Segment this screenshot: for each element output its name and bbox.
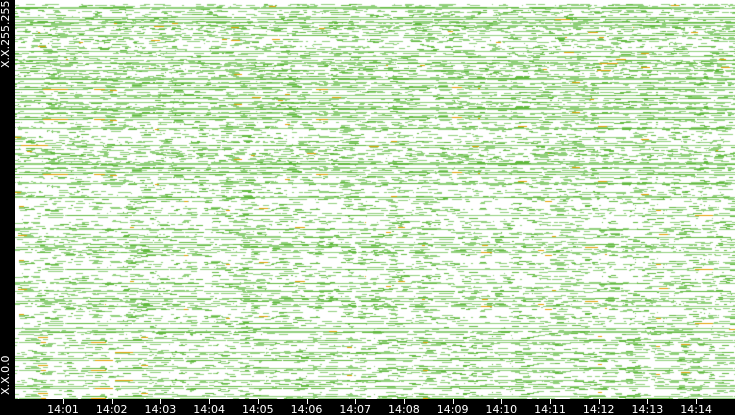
x-tick-label: 14:01: [47, 403, 79, 415]
x-tick-label: 14:05: [241, 403, 274, 415]
x-tick: [111, 399, 113, 404]
x-tick: [209, 399, 211, 404]
x-tick-label: 14:10: [485, 403, 518, 415]
x-tick: [403, 399, 405, 404]
x-tick: [355, 399, 357, 404]
x-tick-label: 14:14: [680, 403, 712, 415]
y-tick-label-bottom: X.X.0.0: [0, 355, 12, 395]
heatmap-cells: [15, 0, 735, 399]
y-tick-label-top: X.X.255.255: [0, 0, 12, 68]
x-tick-label: 14:04: [193, 403, 225, 415]
x-tick: [452, 399, 454, 404]
x-tick-label: 14:12: [582, 403, 615, 415]
x-tick: [647, 399, 649, 404]
x-tick: [257, 399, 259, 404]
x-tick: [696, 399, 698, 404]
x-tick: [598, 399, 600, 404]
x-tick-label: 14:07: [339, 403, 372, 415]
x-tick: [160, 399, 162, 404]
x-tick-label: 14:08: [388, 403, 420, 415]
x-tick: [63, 399, 64, 404]
x-tick-label: 14:06: [290, 403, 323, 415]
x-tick-label: 14:02: [95, 403, 128, 415]
plot-area: [15, 0, 735, 399]
x-tick: [550, 399, 551, 404]
x-tick: [306, 399, 308, 404]
x-tick-label: 14:11: [534, 403, 566, 415]
x-tick-label: 14:03: [144, 403, 177, 415]
x-tick: [501, 399, 503, 404]
x-axis: 14:01 14:02 14:03 14:04 14:05 14:06 14:07 14:08…: [0, 399, 735, 415]
x-tick-label: 14:09: [436, 403, 469, 415]
x-tick-label: 14:13: [631, 403, 664, 415]
